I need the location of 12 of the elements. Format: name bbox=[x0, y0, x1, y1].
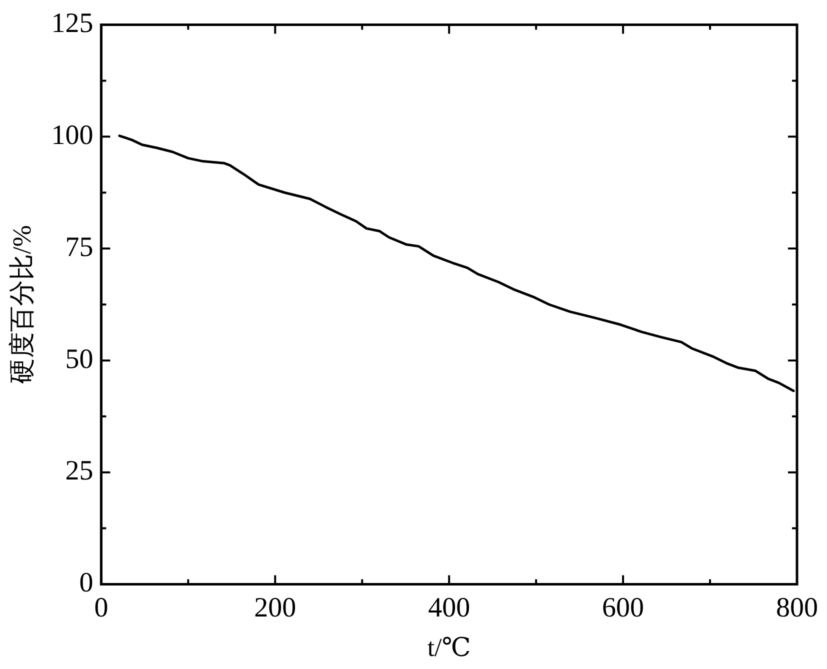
x-tick-label: 800 bbox=[776, 592, 818, 624]
y-axis-title: 硬度百分比/% bbox=[7, 225, 36, 384]
y-tick-label: 25 bbox=[65, 456, 94, 487]
x-tick-label: 200 bbox=[254, 592, 296, 624]
x-tick-label: 600 bbox=[602, 592, 644, 624]
y-tick-label: 125 bbox=[51, 8, 94, 40]
y-tick-label: 75 bbox=[65, 232, 94, 263]
y-tick-label: 50 bbox=[65, 344, 94, 375]
x-axis-title: t/℃ bbox=[427, 633, 471, 662]
y-tick-label: 100 bbox=[51, 120, 94, 152]
y-tick-label: 0 bbox=[79, 568, 94, 599]
x-tick-label: 400 bbox=[428, 592, 470, 624]
